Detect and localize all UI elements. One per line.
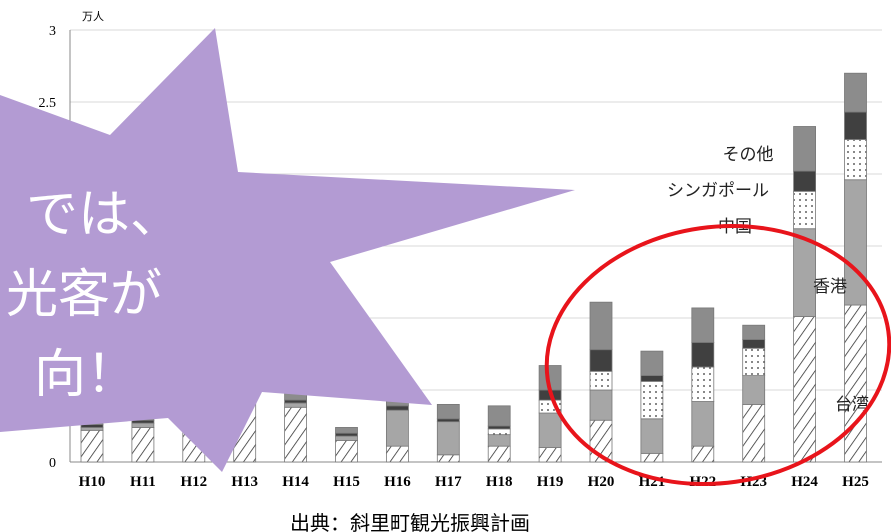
bar-segment [691,445,715,463]
bar-segment [640,418,664,454]
bar-segment [691,307,715,343]
bar-segment [487,445,511,463]
bar-segment [589,389,613,421]
bar-segment [742,339,766,349]
callout-burst [0,28,575,472]
bar-segment [793,316,816,463]
bar-segment [487,428,511,436]
bar-segment [691,342,715,368]
bar-segment [80,427,104,431]
bar-segment [80,429,104,463]
bar-segment [284,402,308,408]
bar-segment [335,435,358,441]
x-tick-label: H17 [435,474,462,490]
x-tick-label: H22 [689,474,716,490]
bar-segment [335,427,358,434]
x-tick-label: H25 [842,474,869,490]
x-tick-label: H20 [588,474,615,490]
bar-segment [487,425,511,430]
bar-segment [436,418,460,423]
x-tick-label: H11 [130,474,156,490]
x-tick-label: H19 [537,474,564,490]
x-tick-label: H16 [384,474,411,490]
bar-segment [640,350,664,376]
bar-segment [793,190,816,230]
x-tick-label: H24 [791,474,818,490]
bar-segment [844,304,867,463]
bar-segment [844,111,867,140]
x-tick-label: H10 [79,474,106,490]
highlight-ellipse [544,224,891,486]
series-label: 台湾 [835,395,869,414]
x-tick-label: H18 [486,474,513,490]
bar-segment [436,421,460,456]
series-label: その他 [723,145,774,164]
bar-segment [131,427,155,463]
bar-segment [589,370,613,391]
bar-segment [793,126,816,172]
bar-segment [131,422,155,428]
bar-segment [793,170,816,192]
bar-segment [487,434,511,447]
bar-segment [385,445,409,463]
callout-line: では、 [26,186,182,244]
plot-area: 00.511.522.53H10H11H12H13H14H15H16H17H18… [39,24,882,490]
bar-segment [80,424,104,428]
bar-segment [436,403,460,420]
bar-segment [844,179,867,306]
series-label: シンガポール [667,181,769,200]
bar-segment [284,399,308,404]
y-tick-label: 0 [49,456,56,471]
bar-segment [538,412,562,449]
bar-segment [742,403,766,463]
bar-segment [691,366,715,402]
x-tick-label: H15 [333,474,360,490]
bar-segment [436,454,460,463]
callout-line: 向！ [34,346,138,404]
callout-text: では、 光客が 向！ [6,186,182,404]
bar-segment [385,409,409,447]
bar-segment [284,406,308,463]
x-tick-label: H12 [180,474,207,490]
unit-label: 万人 [82,10,104,23]
bar-segment [589,301,613,351]
bar-segment [335,432,358,437]
bar-segment [844,72,867,113]
bar-segment [640,380,664,420]
y-tick-label: 3 [49,24,56,39]
bar-segment [487,405,511,427]
bar-segment [589,349,613,372]
bar-segment [640,375,664,382]
bar-segment [335,439,358,463]
bar-segment [538,447,562,463]
bar-segment [385,405,409,411]
bar-segment [742,375,766,405]
bar-segment [742,347,766,376]
y-tick-label: 2.5 [39,96,57,111]
callout-line: 光客が [6,266,162,324]
series-label: 香港 [813,277,847,296]
bar-segment [844,139,867,181]
bar-segment [742,324,766,341]
x-tick-label: H14 [282,474,309,490]
bar-segment [691,401,715,447]
bar-segment [640,452,664,463]
x-tick-label: H13 [231,474,258,490]
source-note: 出典：斜里町観光振興計画 [290,512,530,532]
